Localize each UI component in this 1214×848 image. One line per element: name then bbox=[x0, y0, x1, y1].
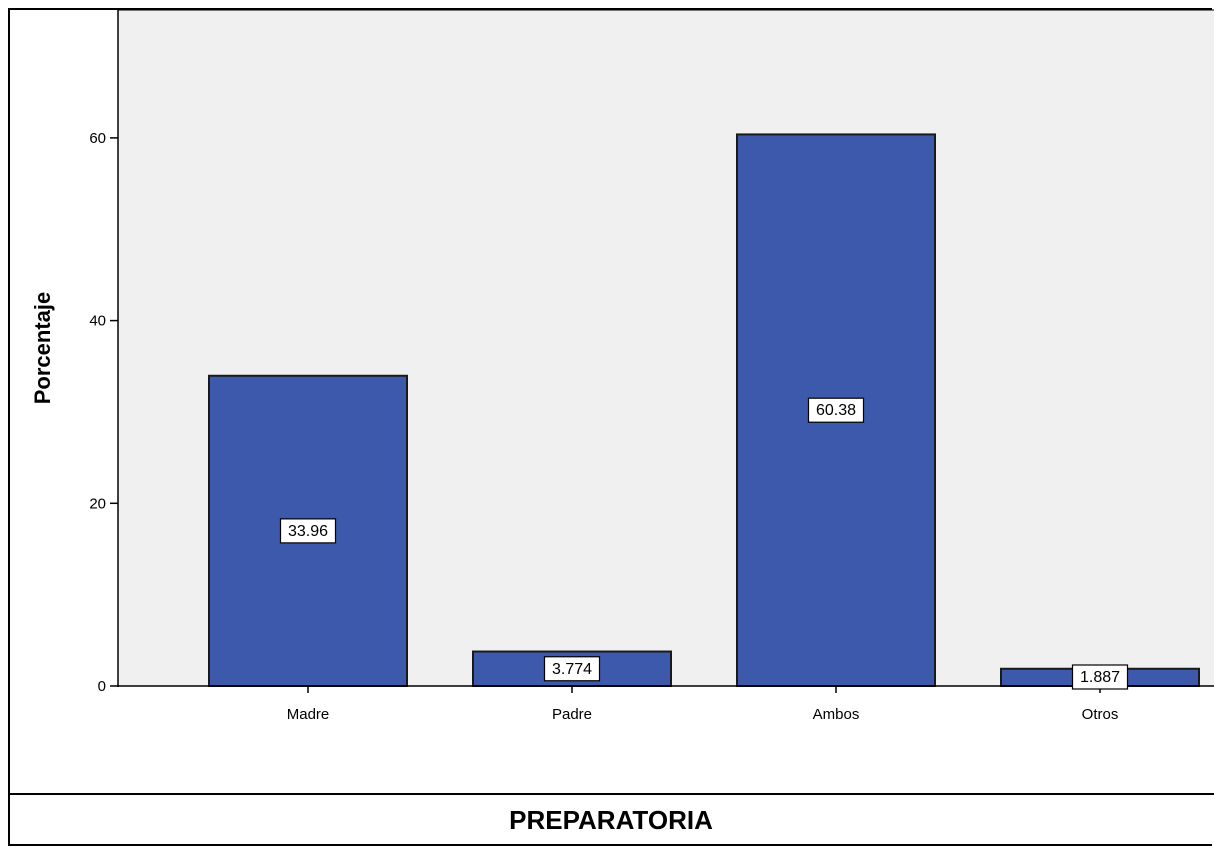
x-tick-label: Padre bbox=[552, 706, 592, 723]
y-tick-label: 60 bbox=[89, 130, 106, 147]
axes-group bbox=[117, 8, 1214, 687]
y-tick-label: 0 bbox=[98, 678, 106, 695]
data-labels-group: 33.96 3.774 60.38 1.887 bbox=[279, 397, 1129, 690]
bar-chart: 0 20 40 60 Madre Padre Ambos Otros 33.96 3.774 6… bbox=[30, 8, 1214, 723]
data-label: 60.38 bbox=[816, 402, 856, 419]
x-tick-label: Ambos bbox=[813, 706, 860, 723]
data-label: 33.96 bbox=[288, 523, 328, 540]
x-tick-label: Otros bbox=[1082, 706, 1119, 723]
data-label: 3.774 bbox=[552, 661, 592, 678]
y-tick-label: 20 bbox=[89, 495, 106, 512]
y-ticks-group: 0 20 40 60 bbox=[89, 130, 118, 695]
figure-frame bbox=[8, 8, 1212, 846]
y-tick-label: 40 bbox=[89, 313, 106, 330]
data-label-box bbox=[807, 397, 865, 423]
data-label-box bbox=[543, 656, 601, 682]
caption-divider bbox=[8, 793, 1214, 795]
x-tick-label: Madre bbox=[287, 706, 330, 723]
data-label-box bbox=[1071, 664, 1129, 690]
y-axis-label: Porcentaje bbox=[30, 292, 55, 405]
data-label-box bbox=[279, 518, 337, 544]
figure-caption: PREPARATORIA bbox=[509, 804, 713, 835]
x-ticks-group: Madre Padre Ambos Otros bbox=[287, 686, 1119, 723]
data-label: 1.887 bbox=[1080, 669, 1120, 686]
